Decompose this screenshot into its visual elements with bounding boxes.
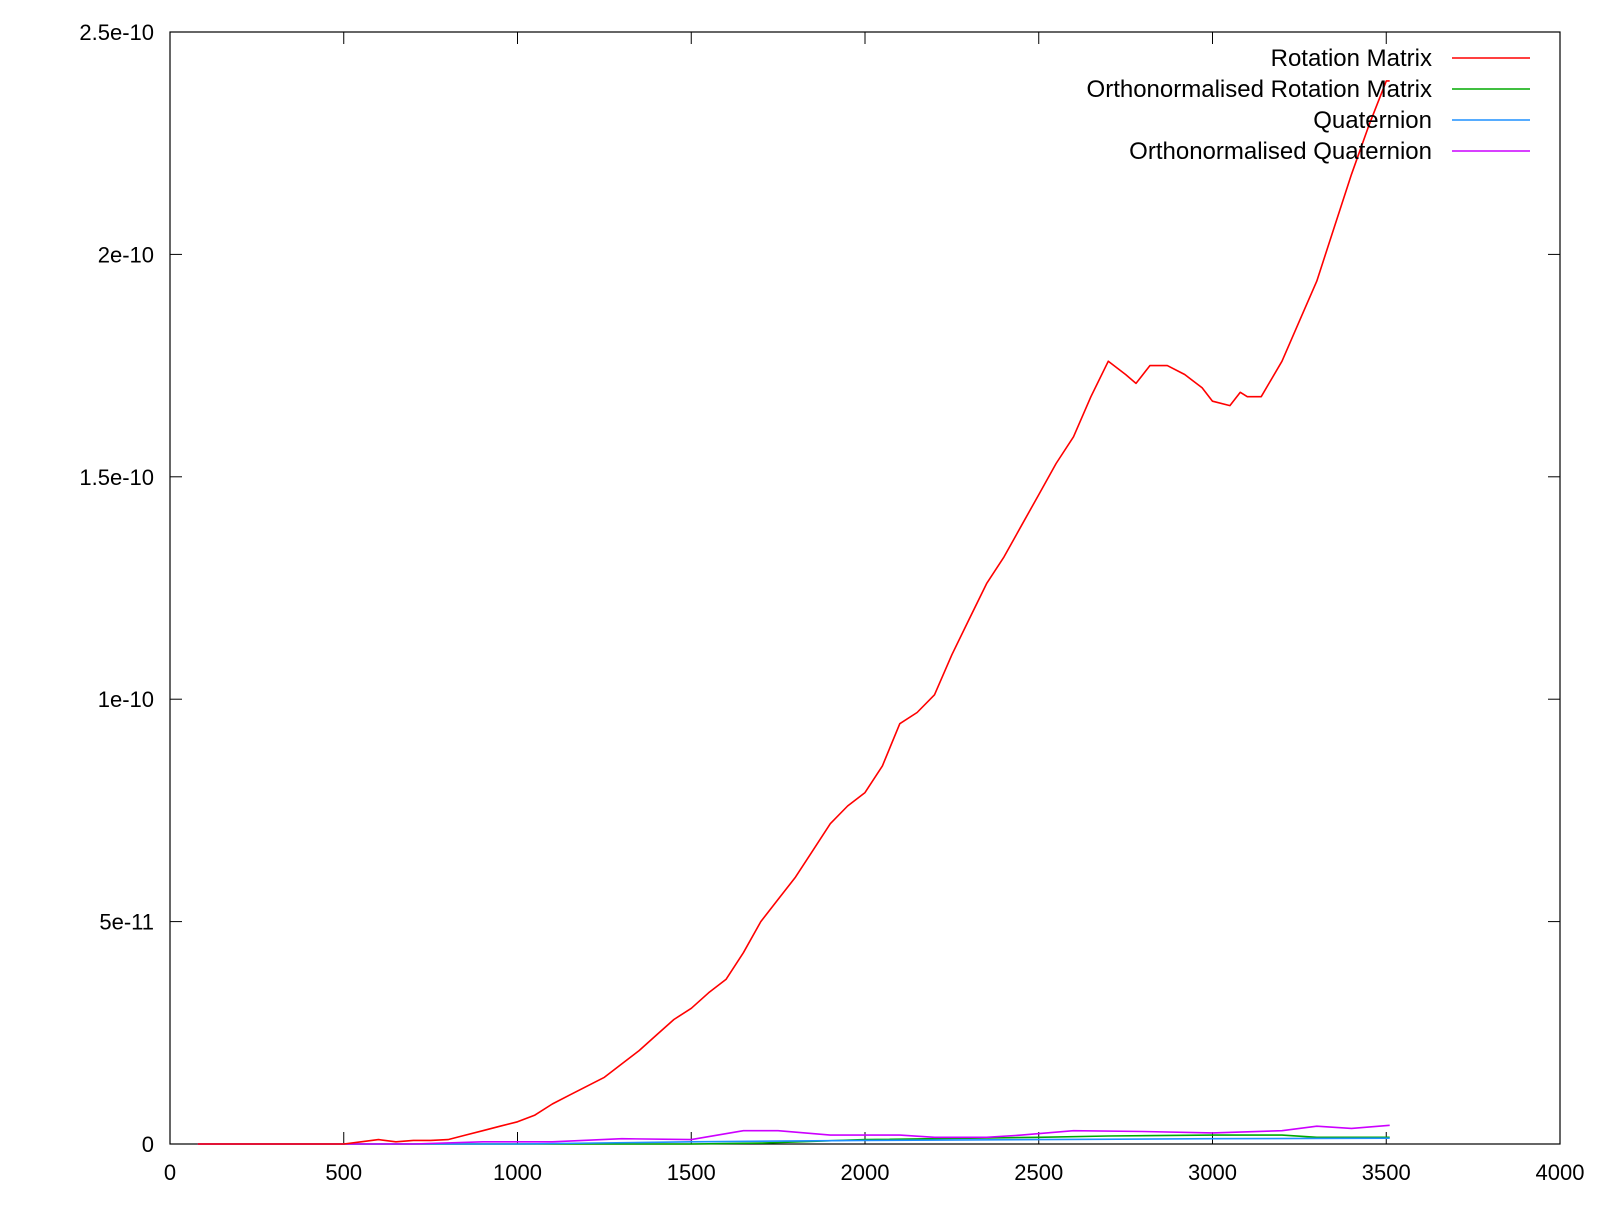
x-tick-label: 2000 xyxy=(841,1160,890,1185)
series-layer xyxy=(197,80,1390,1145)
x-tick-label: 500 xyxy=(325,1160,362,1185)
y-tick-label: 1.5e-10 xyxy=(79,465,154,490)
series-line-quaternion xyxy=(197,1137,1390,1145)
series-line-orthonormalised-quaternion xyxy=(197,1124,1390,1145)
legend-label-quaternion: Quaternion xyxy=(1313,107,1432,134)
y-tick-label: 5e-11 xyxy=(99,910,154,935)
plot-border xyxy=(169,31,1561,1145)
legend-label-rotation-matrix: Rotation Matrix xyxy=(1271,45,1432,72)
y-tick-label: 2.5e-10 xyxy=(79,20,154,45)
x-tick-label: 4000 xyxy=(1536,1160,1585,1185)
x-tick-label: 2500 xyxy=(1014,1160,1063,1185)
series-line-orthonormalised-rotation-matrix xyxy=(197,1134,1390,1145)
y-tick-label: 1e-10 xyxy=(98,687,154,712)
plot-frame xyxy=(169,31,1561,1145)
y-tick-label: 0 xyxy=(142,1132,154,1157)
series-line-rotation-matrix xyxy=(197,80,1390,1145)
y-axis: 0 5e-11 1e-10 1.5e-10 2e-10 2.5e-10 xyxy=(79,20,1560,1157)
x-tick-label: 1000 xyxy=(493,1160,542,1185)
y-tick-label: 2e-10 xyxy=(98,242,154,267)
legend-label-orthonormalised-rotation-matrix: Orthonormalised Rotation Matrix xyxy=(1087,76,1432,103)
legend: Rotation Matrix Orthonormalised Rotation … xyxy=(1087,45,1530,165)
x-tick-label: 1500 xyxy=(667,1160,716,1185)
x-tick-label: 3000 xyxy=(1188,1160,1237,1185)
x-axis: 0 500 1000 1500 2000 2500 3000 3500 4000 xyxy=(164,32,1585,1185)
x-tick-label: 3500 xyxy=(1362,1160,1411,1185)
x-tick-label: 0 xyxy=(164,1160,176,1185)
legend-label-orthonormalised-quaternion: Orthonormalised Quaternion xyxy=(1129,138,1432,165)
